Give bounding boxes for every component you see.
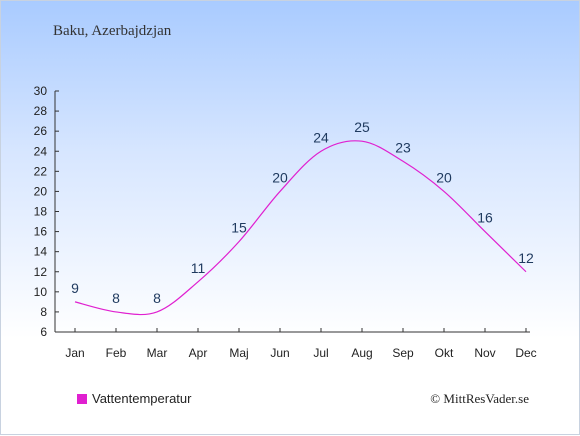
legend-label: Vattentemperatur <box>92 391 192 406</box>
data-label: 8 <box>112 290 120 306</box>
x-tick-label: Jul <box>313 346 328 360</box>
y-tick-label: 26 <box>34 124 48 138</box>
x-tick-label: Aug <box>351 346 372 360</box>
data-label: 8 <box>153 290 161 306</box>
series-line-layer <box>74 140 527 316</box>
x-tick-label: Nov <box>474 346 495 360</box>
x-tick-label: Sep <box>392 346 414 360</box>
x-tick-label: Apr <box>189 346 208 360</box>
y-tick-label: 12 <box>34 265 48 279</box>
y-tick-label: 6 <box>40 325 47 339</box>
x-tick-label: Dec <box>515 346 536 360</box>
x-tick-label: Okt <box>435 346 454 360</box>
data-label: 11 <box>191 260 206 276</box>
y-tick-label: 16 <box>34 225 48 239</box>
y-tick-label: 20 <box>34 184 48 198</box>
y-tick-label: 22 <box>34 164 48 178</box>
y-tick-label: 10 <box>34 285 48 299</box>
data-label: 23 <box>395 139 411 155</box>
y-tick-label: 18 <box>34 205 48 219</box>
y-tick-label: 28 <box>34 104 48 118</box>
data-label: 24 <box>313 129 329 145</box>
location-title: Baku, Azerbajdzjan <box>53 23 172 39</box>
x-tick-label: Jun <box>270 346 289 360</box>
x-tick-label: Jan <box>65 346 84 360</box>
data-label: 15 <box>231 220 247 236</box>
data-label: 12 <box>518 250 534 266</box>
copyright-notice: © MittResVader.se <box>430 391 529 406</box>
data-label: 9 <box>71 280 79 296</box>
y-tick-label: 14 <box>34 245 48 259</box>
series-line-vattentemperatur <box>74 140 527 316</box>
x-tick-label: Maj <box>229 346 248 360</box>
x-tick-label: Mar <box>147 346 168 360</box>
y-tick-label: 30 <box>34 84 48 98</box>
axes: 6 8 10 12 14 16 18 20 22 24 26 28 30 Jan Feb Mar Apr Maj J… <box>34 84 537 360</box>
x-tick-label: Feb <box>106 346 127 360</box>
legend-swatch <box>77 393 87 404</box>
legend: Vattentemperatur <box>77 391 191 406</box>
data-label: 20 <box>272 169 288 185</box>
data-label: 25 <box>354 119 370 135</box>
data-label: 16 <box>477 210 493 226</box>
data-labels-layer: 9 8 8 11 15 20 24 25 23 20 16 12 <box>71 119 534 306</box>
data-label: 20 <box>436 169 452 185</box>
y-tick-label: 24 <box>34 144 48 158</box>
y-tick-label: 8 <box>40 305 47 319</box>
